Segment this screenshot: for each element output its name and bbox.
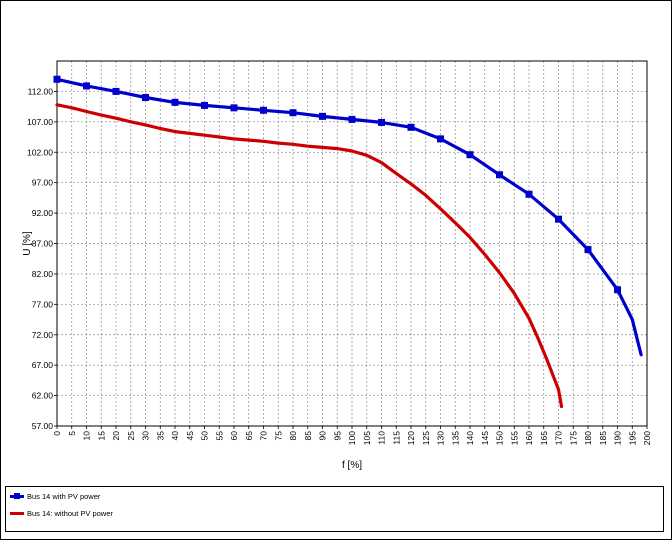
x-tick-label: 110: [377, 431, 387, 445]
legend: Bus 14 with PV power Bus 14: without PV …: [5, 486, 664, 532]
x-tick-label: 50: [200, 431, 210, 441]
tick-labels: 0 5 10 15 20 25 30 35 40 45 50 55 60 65 70 75 80 85 90 95 10…: [27, 86, 652, 445]
y-tick-label: 97.00: [32, 178, 54, 188]
x-tick-label: 70: [259, 431, 269, 441]
series-group: [53, 75, 643, 409]
y-tick-label: 92.00: [32, 208, 54, 218]
legend-swatch-red: [10, 508, 24, 518]
series-point-0: [525, 190, 533, 198]
x-tick-label: 170: [554, 431, 564, 445]
x-tick-label: 120: [406, 431, 416, 445]
y-tick-label: 107.00: [27, 117, 53, 127]
legend-item-with-pv: Bus 14 with PV power: [10, 490, 100, 502]
series-point-0: [142, 94, 149, 101]
x-tick-label: 75: [273, 431, 283, 441]
x-tick-label: 100: [347, 431, 357, 445]
y-tick-label: 77.00: [32, 299, 54, 309]
series-point-0: [614, 286, 621, 294]
x-tick-label: 90: [318, 431, 328, 441]
x-tick-label: 45: [185, 431, 195, 441]
x-tick-label: 180: [583, 431, 593, 445]
series-point-0: [171, 98, 179, 106]
x-tick-label: 25: [126, 431, 136, 441]
y-axis-title: U [%]: [22, 231, 33, 256]
x-tick-label: 5: [67, 431, 77, 436]
x-tick-label: 140: [465, 431, 475, 445]
series-point-0: [53, 75, 61, 83]
x-tick-label: 60: [229, 431, 239, 441]
legend-label-with-pv: Bus 14 with PV power: [27, 491, 101, 501]
x-tick-label: 195: [627, 431, 637, 445]
series-point-0: [289, 109, 297, 117]
series-point-0: [319, 112, 326, 120]
y-tick-label: 102.00: [27, 147, 53, 157]
series-point-0: [260, 106, 267, 114]
series-point-0: [466, 151, 474, 159]
series-line-0: [55, 77, 643, 357]
y-tick-label: 57.00: [32, 421, 54, 431]
x-tick-label: 200: [642, 431, 652, 445]
x-tick-label: 65: [244, 431, 254, 441]
x-tick-label: 55: [214, 431, 224, 441]
x-tick-label: 130: [436, 431, 446, 445]
y-tick-label: 112.00: [28, 86, 54, 96]
series-point-0: [584, 246, 592, 254]
y-tick-label: 62.00: [32, 391, 54, 401]
x-tick-label: 30: [141, 431, 151, 441]
series-point-0: [112, 87, 120, 95]
y-tick-label: 72.00: [32, 330, 54, 340]
x-tick-label: 10: [82, 431, 92, 441]
series-point-0: [555, 215, 562, 223]
x-tick-label: 0: [52, 431, 62, 436]
series-point-0: [437, 135, 444, 143]
series-point-0: [496, 171, 503, 179]
series-point-0: [83, 82, 90, 90]
x-tick-label: 155: [509, 431, 519, 445]
x-tick-label: 80: [288, 431, 298, 441]
legend-item-without-pv: Bus 14: without PV power: [10, 507, 113, 519]
y-tick-label: 82.00: [32, 269, 54, 279]
axes: [54, 60, 648, 429]
series-point-0: [201, 101, 208, 109]
x-tick-label: 15: [96, 431, 106, 441]
gridlines: [57, 61, 647, 426]
x-tick-label: 35: [155, 431, 165, 441]
series-point-0: [230, 104, 238, 112]
series-line-1: [55, 103, 564, 409]
x-tick-label: 165: [539, 431, 549, 445]
x-tick-label: 190: [613, 431, 623, 445]
x-tick-label: 160: [524, 431, 534, 445]
y-tick-label: 67.00: [32, 360, 54, 370]
x-axis-title: f [%]: [342, 460, 362, 471]
x-tick-label: 105: [362, 431, 372, 445]
x-tick-label: 85: [303, 431, 313, 441]
legend-label-without-pv: Bus 14: without PV power: [27, 508, 113, 518]
plot-area-border: [56, 60, 648, 427]
x-tick-label: 95: [332, 431, 342, 441]
x-tick-label: 40: [170, 431, 180, 441]
x-tick-label: 175: [568, 431, 578, 445]
series-point-0: [407, 123, 415, 131]
x-tick-label: 185: [598, 431, 608, 445]
series-point-0: [348, 115, 356, 123]
x-tick-label: 20: [111, 431, 121, 441]
x-tick-label: 145: [480, 431, 490, 445]
x-tick-label: 135: [450, 431, 460, 445]
x-tick-label: 150: [495, 431, 505, 445]
x-tick-label: 115: [391, 431, 401, 445]
legend-swatch-blue: [10, 491, 24, 501]
series-point-0: [378, 118, 385, 126]
y-tick-label: 87.00: [32, 239, 54, 249]
x-tick-label: 125: [421, 431, 431, 445]
